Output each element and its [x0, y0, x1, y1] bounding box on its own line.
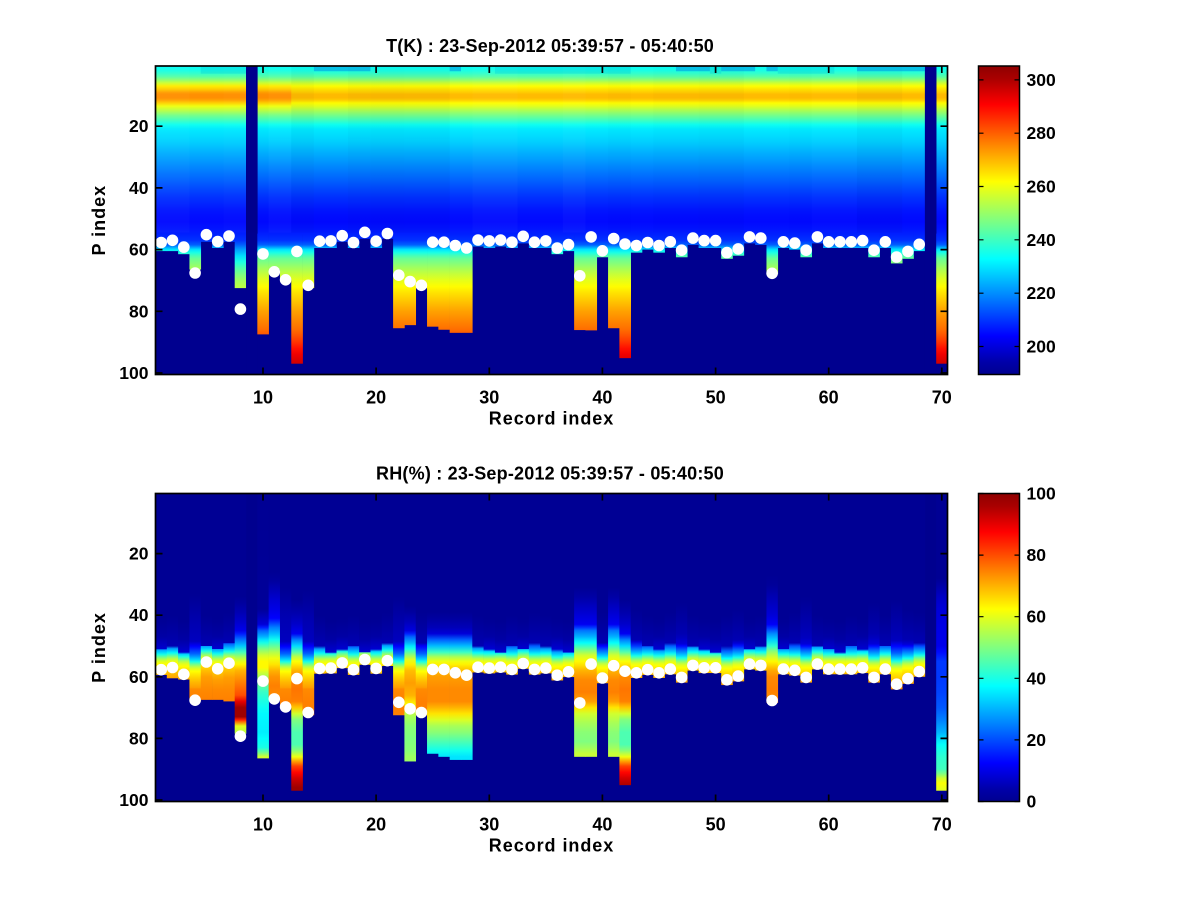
svg-text:240: 240 — [1027, 230, 1056, 250]
svg-text:40: 40 — [129, 605, 149, 625]
svg-text:70: 70 — [932, 815, 952, 835]
svg-text:80: 80 — [129, 728, 149, 748]
svg-text:Record index: Record index — [489, 409, 614, 429]
svg-text:40: 40 — [129, 178, 149, 198]
svg-text:300: 300 — [1027, 70, 1056, 90]
svg-text:100: 100 — [119, 363, 148, 383]
svg-text:100: 100 — [1027, 484, 1056, 504]
svg-text:20: 20 — [366, 388, 386, 408]
svg-text:10: 10 — [253, 388, 273, 408]
svg-text:280: 280 — [1027, 123, 1056, 143]
svg-text:P index: P index — [89, 185, 109, 256]
svg-text:0: 0 — [1027, 792, 1037, 812]
svg-text:Record index: Record index — [489, 836, 614, 856]
svg-text:20: 20 — [129, 116, 149, 136]
svg-text:40: 40 — [592, 388, 612, 408]
svg-text:30: 30 — [479, 815, 499, 835]
svg-text:220: 220 — [1027, 283, 1056, 303]
svg-text:20: 20 — [129, 544, 149, 564]
svg-text:100: 100 — [119, 790, 148, 810]
svg-text:80: 80 — [1027, 545, 1047, 565]
svg-text:30: 30 — [479, 388, 499, 408]
svg-text:20: 20 — [1027, 730, 1047, 750]
svg-text:40: 40 — [1027, 668, 1047, 688]
svg-text:60: 60 — [819, 388, 839, 408]
svg-text:60: 60 — [819, 815, 839, 835]
svg-text:60: 60 — [129, 240, 149, 260]
svg-text:10: 10 — [253, 815, 273, 835]
svg-text:P index: P index — [89, 612, 109, 683]
svg-text:RH(%) : 23-Sep-2012 05:39:57 -: RH(%) : 23-Sep-2012 05:39:57 - 05:40:50 — [376, 464, 724, 484]
svg-text:260: 260 — [1027, 177, 1056, 197]
svg-text:50: 50 — [706, 388, 726, 408]
svg-text:50: 50 — [706, 815, 726, 835]
svg-text:80: 80 — [129, 301, 149, 321]
svg-text:T(K) : 23-Sep-2012 05:39:57 -: T(K) : 23-Sep-2012 05:39:57 - 05:40:50 — [386, 36, 714, 56]
svg-text:20: 20 — [366, 815, 386, 835]
svg-text:40: 40 — [592, 815, 612, 835]
svg-text:200: 200 — [1027, 337, 1056, 357]
svg-text:60: 60 — [1027, 607, 1047, 627]
svg-text:70: 70 — [932, 388, 952, 408]
svg-text:60: 60 — [129, 667, 149, 687]
